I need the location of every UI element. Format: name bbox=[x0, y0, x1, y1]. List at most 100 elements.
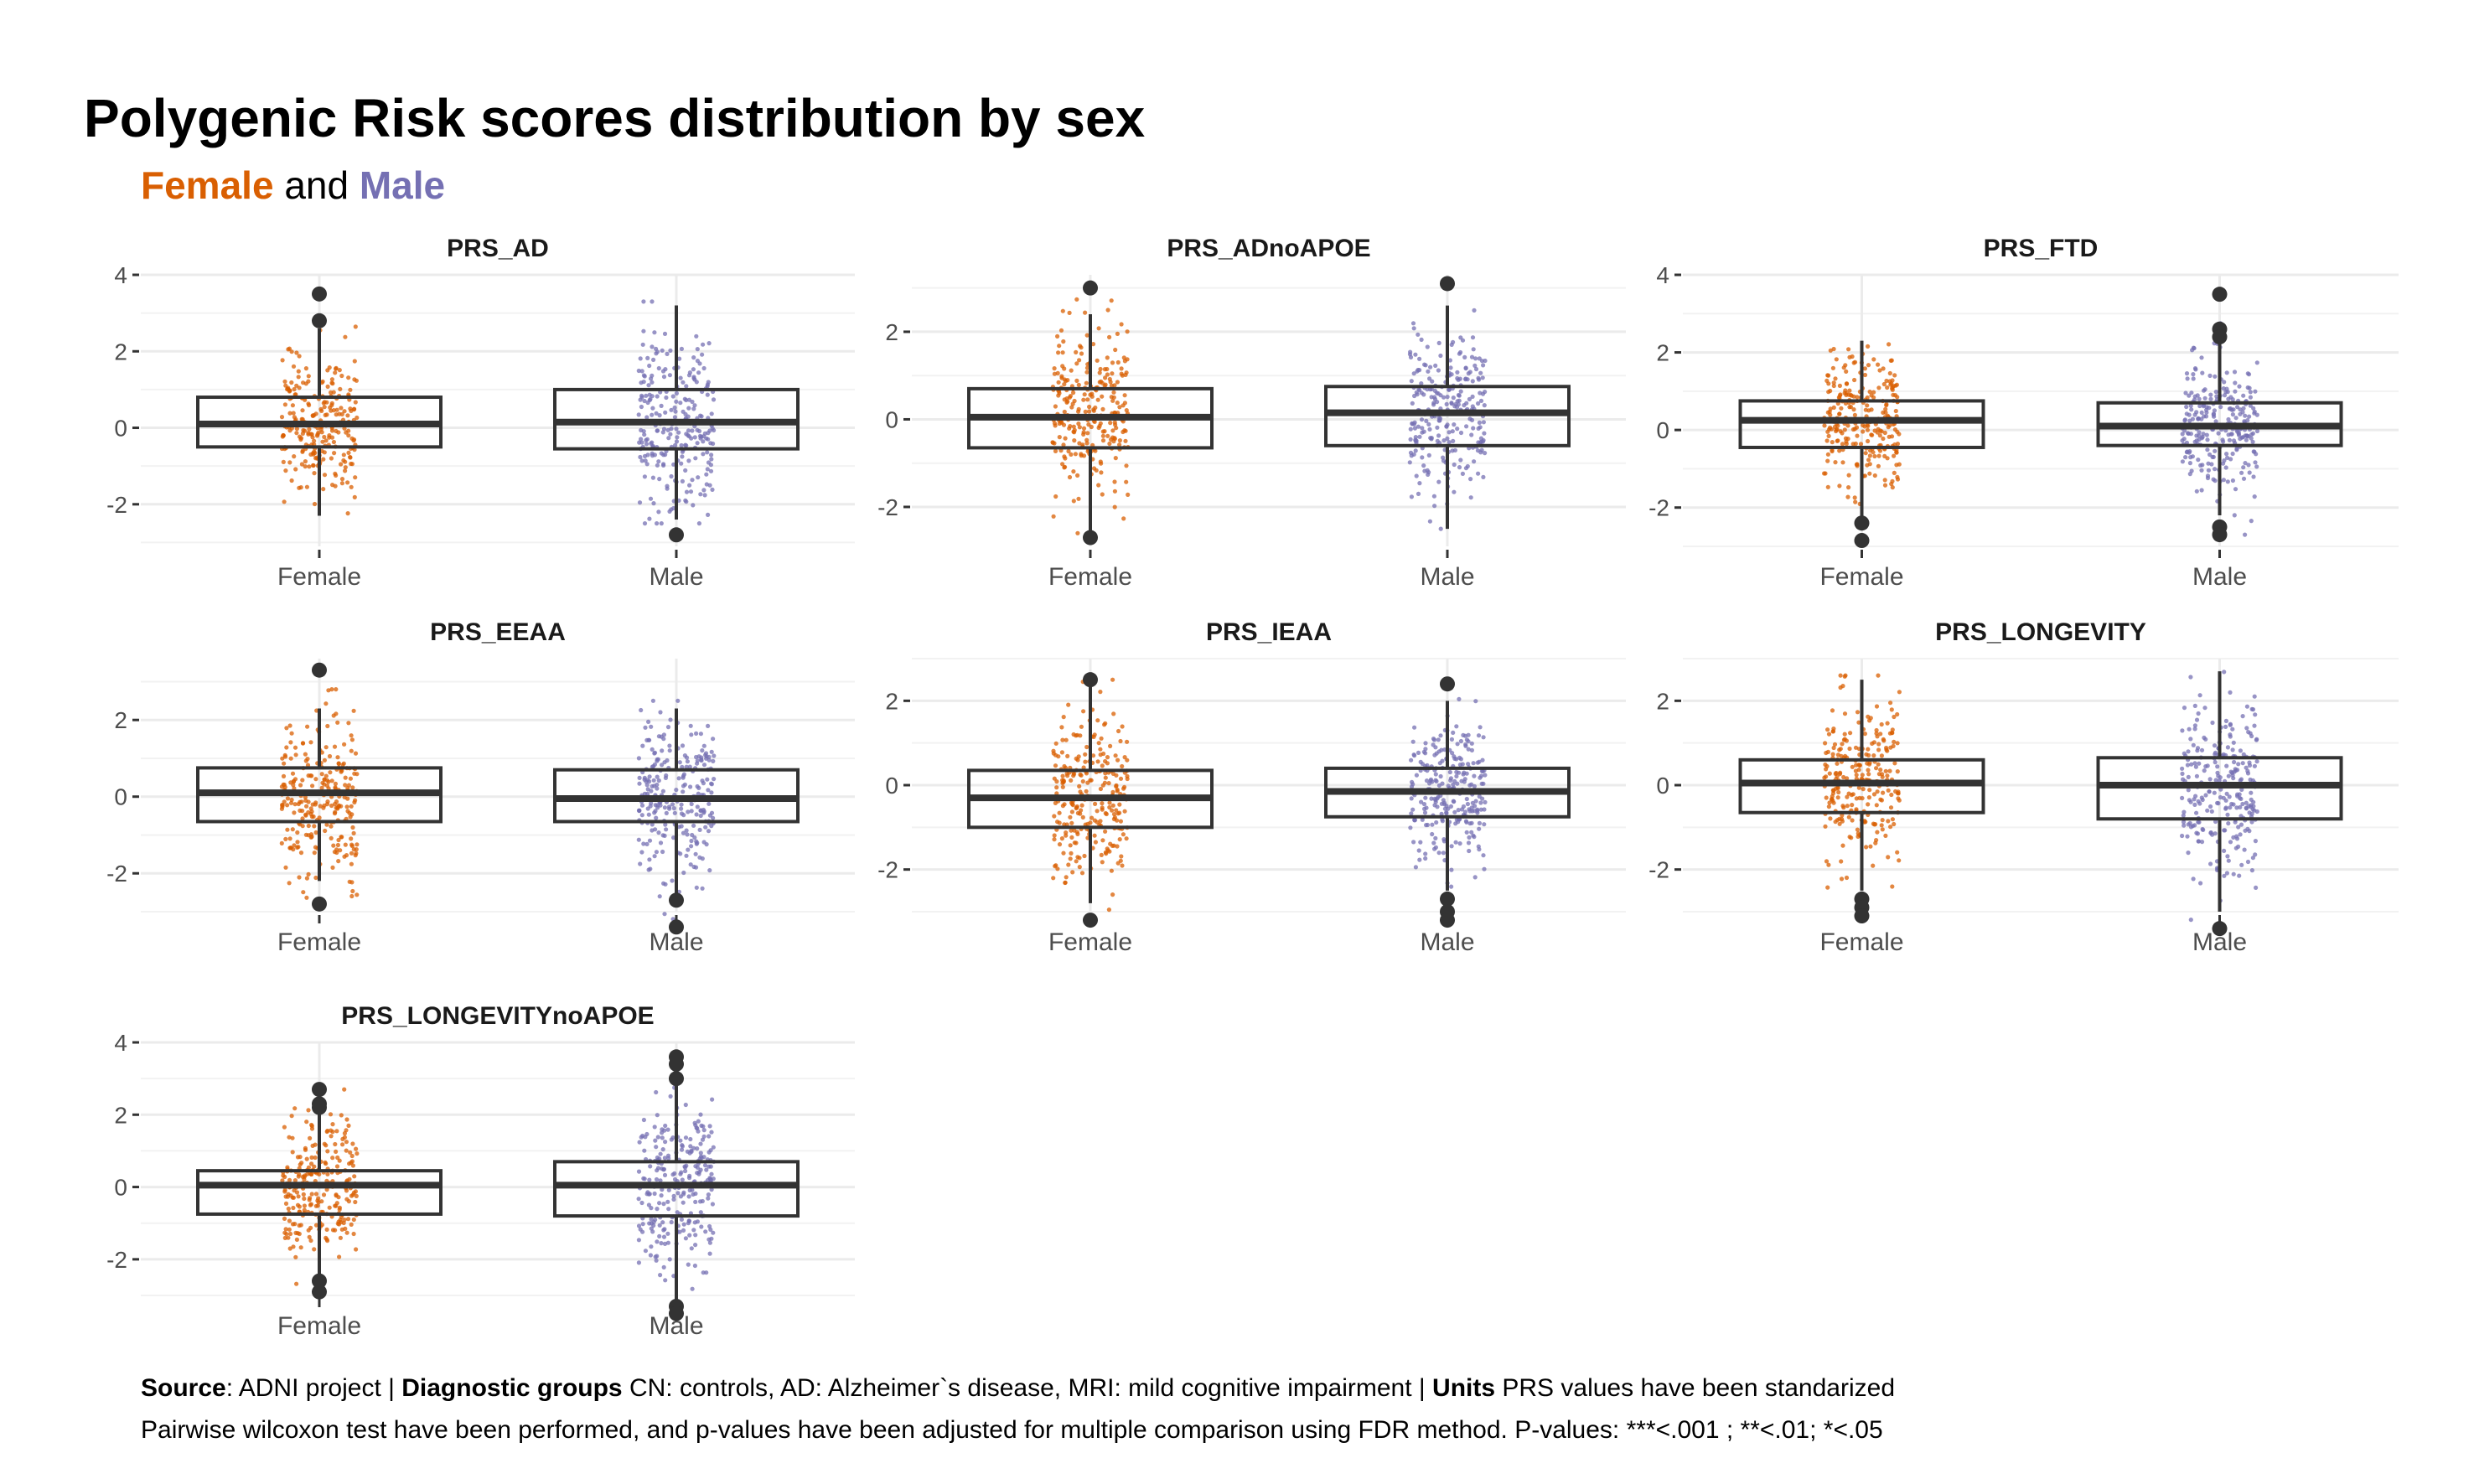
jitter-point bbox=[304, 1156, 309, 1161]
jitter-point bbox=[287, 411, 292, 416]
jitter-point bbox=[637, 781, 642, 786]
jitter-point bbox=[2213, 478, 2218, 483]
jitter-point bbox=[1458, 458, 1463, 463]
outlier-point bbox=[2212, 287, 2228, 302]
jitter-point bbox=[1883, 410, 1888, 415]
jitter-point bbox=[693, 1191, 698, 1197]
jitter-point bbox=[296, 1194, 301, 1199]
jitter-point bbox=[339, 1227, 344, 1232]
jitter-point bbox=[709, 1236, 714, 1241]
jitter-point bbox=[2192, 823, 2197, 828]
jitter-point bbox=[1889, 792, 1894, 798]
jitter-point bbox=[1426, 421, 1431, 427]
jitter-point bbox=[2208, 830, 2213, 835]
jitter-point bbox=[1478, 807, 1483, 812]
jitter-point bbox=[1890, 378, 1895, 383]
jitter-point bbox=[306, 1108, 311, 1113]
jitter-point bbox=[1428, 387, 1433, 392]
jitter-point bbox=[1412, 393, 1417, 399]
jitter-point bbox=[291, 1195, 296, 1200]
jitter-point bbox=[671, 1193, 676, 1198]
jitter-point bbox=[701, 1270, 706, 1275]
jitter-point bbox=[710, 487, 715, 493]
jitter-point bbox=[697, 827, 702, 833]
jitter-point bbox=[1469, 830, 1474, 835]
jitter-point bbox=[1095, 718, 1100, 723]
jitter-point bbox=[304, 484, 309, 489]
jitter-point bbox=[2213, 419, 2218, 424]
jitter-point bbox=[1114, 426, 1119, 431]
jitter-point bbox=[282, 1216, 287, 1221]
jitter-point bbox=[2243, 532, 2248, 537]
jitter-point bbox=[313, 1223, 319, 1228]
jitter-point bbox=[1078, 811, 1083, 816]
jitter-point bbox=[678, 851, 683, 856]
jitter-point bbox=[1063, 436, 1068, 441]
jitter-point bbox=[641, 328, 646, 334]
jitter-point bbox=[2242, 847, 2247, 852]
jitter-point bbox=[1412, 725, 1417, 730]
jitter-point bbox=[2195, 746, 2201, 751]
jitter-point bbox=[342, 426, 347, 431]
jitter-point bbox=[702, 1163, 708, 1168]
jitter-point bbox=[681, 870, 686, 876]
jitter-point bbox=[2254, 360, 2259, 365]
jitter-point bbox=[1874, 731, 1879, 736]
jitter-point bbox=[1419, 337, 1424, 342]
jitter-point bbox=[2248, 403, 2253, 408]
jitter-point bbox=[691, 864, 696, 870]
jitter-point bbox=[636, 756, 642, 761]
jitter-point bbox=[1887, 768, 1892, 773]
jitter-point bbox=[297, 434, 303, 439]
jitter-point bbox=[662, 331, 668, 336]
jitter-point bbox=[351, 407, 356, 412]
jitter-point bbox=[328, 770, 333, 775]
jitter-point bbox=[1871, 450, 1876, 455]
jitter-point bbox=[2236, 844, 2241, 850]
jitter-point bbox=[2222, 873, 2227, 878]
jitter-point bbox=[1108, 743, 1113, 749]
jitter-point bbox=[1082, 392, 1087, 397]
jitter-point bbox=[646, 719, 651, 725]
jitter-point bbox=[1062, 763, 1067, 769]
jitter-point bbox=[334, 365, 339, 370]
jitter-point bbox=[646, 812, 651, 817]
jitter-points-female bbox=[1822, 673, 1902, 890]
y-tick-label: -2 bbox=[877, 857, 898, 883]
jitter-point bbox=[1476, 426, 1481, 431]
jitter-point bbox=[1461, 804, 1466, 809]
jitter-point bbox=[2238, 832, 2243, 837]
jitter-point bbox=[2204, 432, 2209, 437]
jitter-point bbox=[1866, 714, 1871, 719]
jitter-point bbox=[1449, 844, 1454, 849]
jitter-point bbox=[1457, 465, 1462, 470]
jitter-point bbox=[1475, 760, 1480, 765]
jitter-point bbox=[1889, 707, 1894, 712]
jitter-point bbox=[1830, 365, 1835, 370]
jitter-point bbox=[330, 381, 335, 386]
jitter-point bbox=[696, 370, 701, 375]
jitter-point bbox=[1416, 424, 1421, 429]
jitter-point bbox=[2218, 405, 2223, 410]
jitter-point bbox=[1105, 355, 1110, 360]
jitter-point bbox=[1071, 469, 1076, 474]
jitter-point bbox=[1830, 440, 1835, 445]
jitter-point bbox=[664, 810, 669, 816]
jitter-point bbox=[1471, 426, 1476, 431]
jitter-point bbox=[333, 1228, 338, 1233]
jitter-point bbox=[2186, 431, 2191, 436]
jitter-point bbox=[1452, 809, 1457, 814]
jitter-point bbox=[1056, 380, 1061, 385]
jitter-point bbox=[355, 892, 360, 897]
jitter-point bbox=[649, 1217, 654, 1222]
jitter-point bbox=[2231, 802, 2236, 807]
jitter-point bbox=[641, 1117, 647, 1123]
jitter-point bbox=[1467, 396, 1472, 401]
jitter-point bbox=[660, 849, 665, 855]
jitter-point bbox=[1415, 369, 1420, 374]
jitter-point bbox=[1062, 802, 1067, 807]
jitter-point bbox=[667, 748, 672, 753]
jitter-point bbox=[1111, 812, 1117, 817]
jitter-point bbox=[1429, 436, 1434, 441]
jitter-point bbox=[1069, 778, 1074, 783]
